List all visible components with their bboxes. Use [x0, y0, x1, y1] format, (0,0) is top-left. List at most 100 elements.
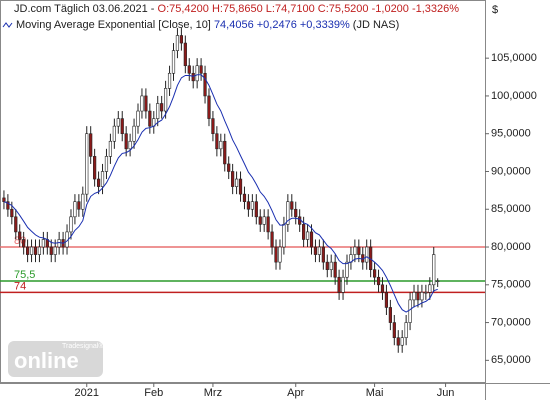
indicator-icon — [2, 22, 13, 28]
candle-body — [183, 42, 187, 67]
candle-body — [93, 156, 97, 180]
candle-body — [286, 201, 290, 225]
candle-body — [57, 239, 61, 248]
candle-body — [73, 201, 77, 218]
candle-body — [384, 292, 389, 308]
candle-body — [191, 72, 195, 82]
candle-body — [321, 246, 325, 263]
candle-body — [6, 201, 10, 210]
candle-body — [388, 307, 392, 323]
level-label: 74 — [14, 280, 26, 292]
candle-body — [215, 133, 219, 150]
y-tick-label: 65,0000 — [491, 354, 531, 366]
candle-body — [420, 292, 424, 301]
candle-body — [211, 118, 215, 135]
candle-body — [278, 246, 282, 263]
candle-body — [112, 125, 116, 142]
candle-body — [104, 156, 109, 172]
candle-body — [69, 216, 73, 233]
candle-body — [294, 208, 298, 218]
candle-body — [270, 231, 274, 248]
ema-line — [3, 74, 438, 313]
candle-body — [231, 171, 235, 187]
candle-body — [18, 231, 22, 240]
symbol: (JD NAS) — [353, 19, 399, 31]
candle-body — [242, 193, 247, 202]
candle-body — [432, 254, 436, 286]
candle-body — [408, 299, 412, 323]
x-tick-label: Mai — [366, 387, 384, 399]
candle-body — [250, 201, 254, 210]
y-tick-label: 70,0000 — [491, 316, 531, 328]
candle-body — [341, 276, 345, 293]
candle-body — [302, 224, 306, 240]
candle-body — [365, 246, 369, 263]
candle-body — [428, 284, 432, 293]
candle-body — [37, 246, 42, 255]
candle-body — [199, 65, 203, 74]
y-tick-label: 85,0000 — [491, 203, 531, 215]
candle-body — [116, 118, 120, 127]
indicator: Moving Average Exponential [Close, 10] — [16, 19, 211, 31]
candle-body — [254, 201, 258, 218]
candle-body — [179, 35, 183, 44]
candle-body — [333, 261, 337, 278]
candle-body — [436, 280, 440, 282]
candle-body — [132, 125, 136, 142]
y-tick-label: 75,0000 — [491, 279, 531, 291]
candle-body — [49, 246, 53, 255]
candle-body — [266, 216, 270, 233]
x-tick-label: 2021 — [75, 387, 99, 399]
candle-body — [53, 246, 57, 255]
candle-body — [329, 261, 333, 270]
candle-body — [144, 95, 148, 112]
candle-body — [124, 133, 128, 150]
y-tick-label: 80,0000 — [491, 241, 531, 253]
plot-frame — [0, 0, 486, 383]
candle-body — [219, 140, 223, 150]
candle-body — [372, 269, 377, 278]
candle-body — [29, 246, 34, 255]
candle-body — [337, 276, 341, 293]
candle-body — [120, 118, 124, 135]
candle-body — [164, 88, 168, 112]
candle-body — [223, 140, 227, 165]
header-line: JD.com Täglich 03.06.2021 - O:75,4200 H:… — [14, 3, 459, 15]
x-tick-label: Feb — [144, 387, 163, 399]
watermark: Tradesignal® online — [8, 341, 104, 377]
candle-body — [392, 322, 396, 338]
candle-body — [160, 103, 164, 112]
candle-body — [136, 110, 140, 127]
candle-body — [400, 337, 404, 346]
candle-body — [345, 261, 349, 278]
candle-body — [246, 201, 251, 210]
candle-body — [41, 239, 45, 248]
candle-body — [227, 163, 231, 172]
marks: 8075,574 — [0, 27, 485, 353]
candle-body — [412, 292, 416, 301]
change: -1,0200 -1,3326% — [372, 3, 460, 15]
watermark-name: online — [14, 348, 79, 373]
date: 03.06.2021 — [93, 3, 148, 15]
candle-body — [357, 246, 361, 255]
y-tick-label: 105,0000 — [491, 52, 537, 64]
watermark-brand: Tradesignal® — [62, 342, 104, 350]
candle-body — [258, 216, 262, 225]
candle-body — [77, 201, 81, 210]
candle-body — [305, 231, 310, 240]
title: JD.com Täglich — [14, 3, 90, 15]
separator: - — [151, 3, 155, 15]
candle-body — [238, 178, 243, 195]
header-line: Moving Average Exponential [Close, 10] 7… — [16, 19, 399, 31]
y-tick-label: 100,0000 — [491, 90, 537, 102]
candle-body — [81, 193, 85, 210]
candle-body — [404, 322, 408, 338]
candle-body — [10, 208, 14, 218]
candle-body — [156, 103, 160, 119]
candle-body — [108, 140, 113, 157]
candle-body — [96, 178, 101, 187]
candle-body — [207, 95, 211, 119]
candle-body — [203, 72, 207, 97]
indicator-values: 74,4056 +0,2476 +0,3339% — [214, 19, 350, 31]
